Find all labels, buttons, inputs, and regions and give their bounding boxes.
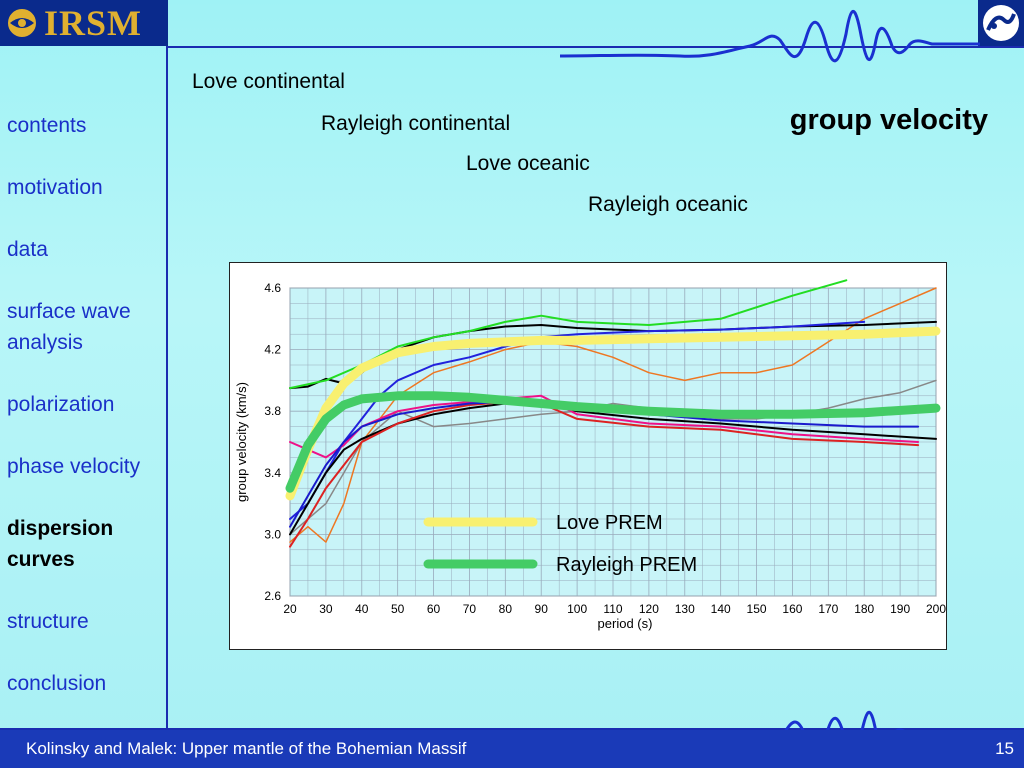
page-number: 15 — [995, 739, 1014, 758]
y-tick-label: 3.0 — [264, 527, 281, 541]
series-line-0 — [285, 326, 941, 501]
globe-emblem-icon — [6, 7, 38, 39]
nav-item-contents[interactable]: contents — [7, 114, 87, 137]
nav-item-motivation[interactable]: motivation — [7, 176, 103, 199]
x-tick-label: 140 — [711, 602, 731, 616]
x-tick-label: 40 — [355, 602, 369, 616]
x-tick-label: 70 — [463, 602, 477, 616]
label-rayleigh-continental: Rayleigh continental — [321, 112, 511, 135]
y-tick-label: 4.6 — [264, 281, 281, 295]
x-tick-label: 110 — [603, 602, 622, 616]
x-tick-label: 150 — [747, 602, 767, 616]
x-tick-label: 80 — [499, 602, 513, 616]
label-love-oceanic: Love oceanic — [466, 152, 590, 175]
series-line-5 — [289, 287, 937, 543]
y-tick-label: 3.4 — [264, 466, 281, 480]
x-axis-label: period (s) — [598, 616, 653, 631]
x-tick-label: 50 — [391, 602, 405, 616]
footer — [0, 730, 1024, 768]
nav-item-data[interactable]: data — [7, 238, 48, 261]
nav-item-dispersion-curves[interactable]: dispersion curves — [7, 517, 114, 571]
x-tick-label: 180 — [854, 602, 874, 616]
irsm-logo: IRSM — [0, 0, 168, 46]
header-divider — [168, 46, 1024, 48]
sidebar-nav: contents motivation data surface wave analy… — [7, 110, 167, 730]
x-tick-label: 160 — [782, 602, 802, 616]
x-tick-label: 90 — [535, 602, 549, 616]
seismogram-top-icon — [560, 9, 980, 63]
nav-item-conclusion[interactable]: conclusion — [7, 672, 107, 695]
institute-emblem-icon — [983, 5, 1019, 41]
y-axis-label: group velocity (km/s) — [234, 382, 249, 502]
chart-frame: 20 30 40 50 60 70 80 90 100 110 120 130 140 150 160 170… — [229, 262, 947, 650]
y-tick-label: 3.8 — [264, 404, 281, 418]
label-love-continental: Love continental — [192, 70, 345, 93]
nav-item-surface-wave-analysis[interactable]: surface wave analysis — [7, 300, 131, 354]
x-tick-label: 100 — [567, 602, 587, 616]
x-tick-label: 20 — [283, 602, 297, 616]
y-tick-label: 2.6 — [264, 589, 281, 603]
x-tick-label: 200 — [926, 602, 946, 616]
sidebar-divider — [166, 46, 168, 730]
series-line-7 — [289, 402, 937, 536]
series-line-4 — [289, 320, 866, 520]
x-tick-label: 30 — [319, 602, 333, 616]
label-rayleigh-oceanic: Rayleigh oceanic — [588, 193, 748, 216]
series-line-1 — [285, 391, 941, 493]
legend-label-1: Rayleigh PREM — [556, 554, 697, 576]
nav-item-phase-velocity[interactable]: phase velocity — [7, 455, 141, 478]
logo-text: IRSM — [44, 3, 143, 43]
x-tick-label: 170 — [818, 602, 838, 616]
footer-divider — [0, 728, 1024, 730]
x-tick-label: 120 — [639, 602, 659, 616]
x-tick-label: 190 — [890, 602, 910, 616]
nav-item-structure[interactable]: structure — [7, 610, 89, 633]
corner-logo — [978, 0, 1024, 46]
nav-item-polarization[interactable]: polarization — [7, 393, 115, 416]
y-tick-label: 4.2 — [264, 343, 281, 357]
page-title: group velocity — [789, 104, 988, 136]
x-tick-label: 60 — [427, 602, 441, 616]
footer-text: Kolinsky and Malek: Upper mantle of the … — [26, 739, 467, 758]
legend-label-0: Love PREM — [556, 512, 663, 534]
x-tick-label: 130 — [675, 602, 695, 616]
group-velocity-chart: 20 30 40 50 60 70 80 90 100 110 120 130 140 150 160 170… — [234, 279, 946, 631]
